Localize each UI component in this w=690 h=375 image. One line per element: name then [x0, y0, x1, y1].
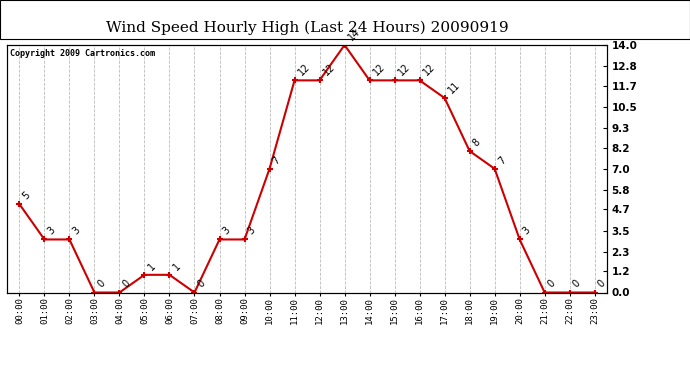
Text: 7: 7 [496, 154, 508, 166]
Text: 3: 3 [221, 225, 233, 237]
Text: 3: 3 [46, 225, 57, 237]
Text: 12: 12 [396, 62, 412, 78]
Text: 1: 1 [146, 261, 157, 272]
Text: 12: 12 [371, 62, 387, 78]
Text: 11: 11 [446, 80, 462, 95]
Text: 3: 3 [71, 225, 82, 237]
Text: 0: 0 [96, 278, 107, 290]
Text: Copyright 2009 Cartronics.com: Copyright 2009 Cartronics.com [10, 49, 155, 58]
Text: 0: 0 [196, 278, 207, 290]
Text: 0: 0 [546, 278, 558, 290]
Text: 0: 0 [596, 278, 607, 290]
Text: 14: 14 [346, 27, 362, 42]
Text: Wind Speed Hourly High (Last 24 Hours) 20090919: Wind Speed Hourly High (Last 24 Hours) 2… [106, 21, 509, 35]
Text: 12: 12 [296, 62, 312, 78]
Text: 3: 3 [246, 225, 257, 237]
Text: 12: 12 [321, 62, 337, 78]
Text: 7: 7 [271, 154, 282, 166]
Text: 8: 8 [471, 137, 482, 148]
Text: 3: 3 [521, 225, 533, 237]
Text: 1: 1 [171, 261, 182, 272]
Text: 0: 0 [571, 278, 582, 290]
Text: 12: 12 [421, 62, 437, 78]
Text: 5: 5 [21, 190, 32, 201]
Text: 0: 0 [121, 278, 132, 290]
